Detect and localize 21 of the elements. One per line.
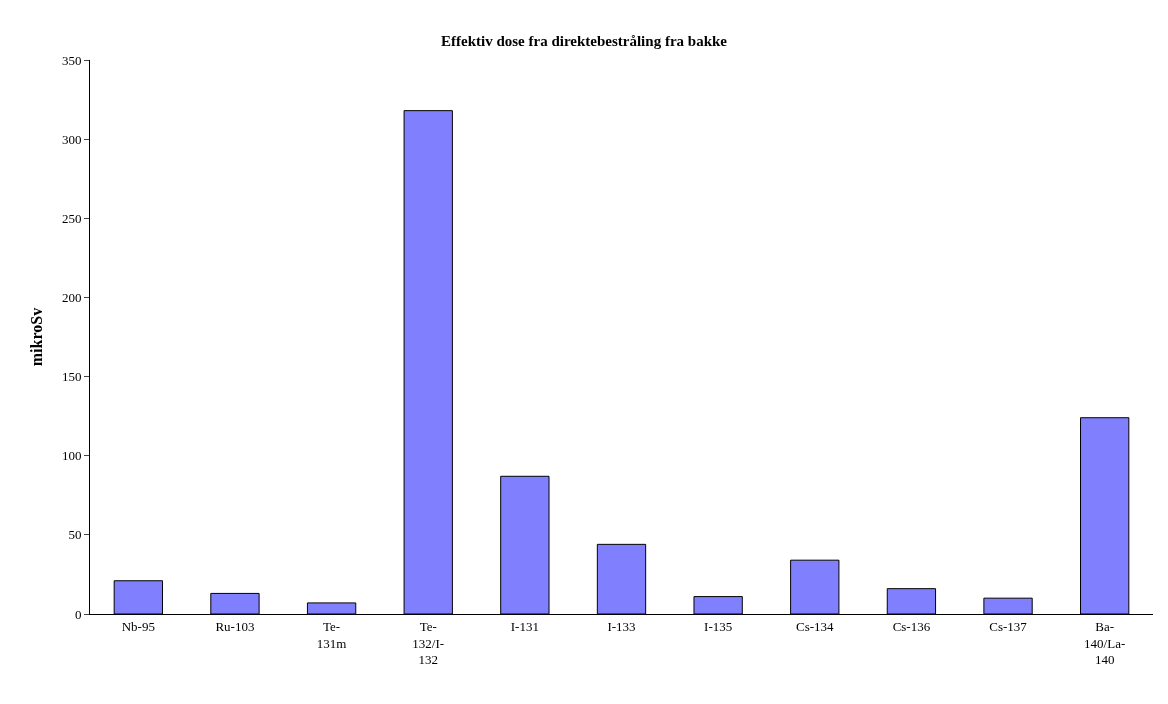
x-tick-label: I-131 [510,618,539,634]
x-tick-label: Te-132/I-132 [412,618,445,668]
x-tick-label: Ru-103 [215,618,255,634]
x-tick-label: I-133 [607,618,636,634]
x-tick-label: Cs-136 [892,618,931,634]
y-tick-label: 50 [68,527,82,543]
x-tick-label: Te-131m [316,618,347,651]
y-tick-label: 350 [61,52,82,68]
y-tick-label: 150 [61,369,82,385]
x-tick-label: Cs-137 [989,618,1028,634]
y-tick-label: 200 [61,289,82,305]
x-tick-label: I-135 [704,618,733,634]
y-tick-label: 0 [74,606,82,622]
x-tick-label: Ba-140/La-140 [1084,618,1126,668]
chart-title: Effektiv dose fra direktebestråling fra bakke [441,32,728,49]
x-tick-label: Cs-134 [795,618,835,634]
y-tick-label: 300 [61,131,82,147]
y-axis-title: mikroSv [27,307,45,367]
x-tick-label: Nb-95 [121,618,155,634]
y-tick-label: 100 [61,448,82,464]
y-tick-label: 250 [61,210,82,226]
